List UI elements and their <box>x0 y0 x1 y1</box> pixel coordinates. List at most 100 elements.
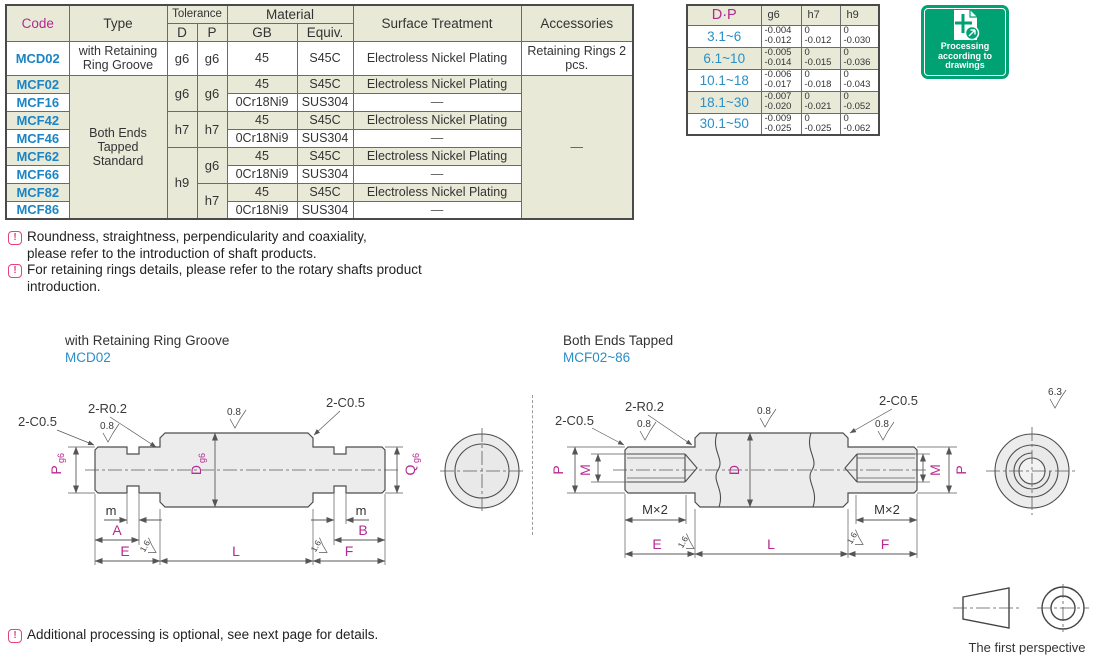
code-cell: MCD02 <box>5 40 70 76</box>
equiv-cell: S45C <box>296 110 354 130</box>
h9-cell: 0 -0.052 <box>839 90 880 114</box>
fillet-label: 2-R0.2 <box>625 399 664 414</box>
dim-d-label: D <box>726 465 742 475</box>
tapped-hole-left <box>627 453 698 483</box>
finish-0.8-label: 0.8 <box>637 419 651 430</box>
surface-cell: Electroless Nickel Plating <box>352 40 522 76</box>
note-icon: ! <box>8 629 22 643</box>
processing-badge: Processing according to drawings <box>921 5 1009 79</box>
header-g6: g6 <box>760 4 802 26</box>
dim-mx2-label: M×2 <box>642 502 668 517</box>
note-additional-processing: ! Additional processing is optional, see… <box>8 627 548 644</box>
dim-p-label: P <box>953 465 969 474</box>
equiv-cell: S45C <box>296 182 354 202</box>
diameter-dimensions: P M D M P <box>550 432 969 508</box>
code-cell: MCF42 <box>5 110 70 130</box>
shaft-end-view <box>440 428 524 514</box>
code-cell: MCF02 <box>5 74 70 94</box>
table-row: MCD02 with Retaining Ring Groove g6 g6 4… <box>5 40 634 76</box>
dim-b-label: B <box>358 522 367 538</box>
left-drawing-code: MCD02 <box>65 350 111 365</box>
table-row: 30.1~50 -0.009 -0.025 0 -0.025 0 -0.062 <box>686 112 880 136</box>
shaft-end-view <box>986 427 1078 515</box>
finish-6.3-mark: 6.3 <box>1048 387 1067 409</box>
table-row: 10.1~18 -0.006 -0.017 0 -0.018 0 -0.043 <box>686 68 880 92</box>
table-row: 18.1~30 -0.007 -0.020 0 -0.021 0 -0.052 <box>686 90 880 114</box>
gb-cell: 45 <box>226 40 298 76</box>
chamfer-label: 2-C0.5 <box>879 393 918 408</box>
table-header-row: D·P g6 h7 h9 <box>686 4 880 26</box>
code-cell: MCF16 <box>5 92 70 112</box>
g6-cell: -0.007 -0.020 <box>760 90 802 114</box>
surface-cell: — <box>352 200 522 220</box>
h7-cell: 0 -0.025 <box>800 112 841 136</box>
shaft-side-view <box>85 432 400 508</box>
table-row: MCF66 0Cr18Ni9 SUS304 — <box>5 164 633 184</box>
surface-cell: Electroless Nickel Plating <box>352 110 522 130</box>
shaft-side-view <box>613 432 929 508</box>
gb-cell: 45 <box>226 110 298 130</box>
table-row: MCF86 0Cr18Ni9 SUS304 — <box>5 200 633 220</box>
range-cell: 3.1~6 <box>686 24 762 48</box>
diameter-dimensions: P g6 D g6 Q g6 <box>48 432 421 508</box>
range-cell: 30.1~50 <box>686 112 762 136</box>
tolerance-p-cell: h7 <box>196 182 228 220</box>
gb-cell: 0Cr18Ni9 <box>226 200 298 220</box>
spec-table: Code Type Tolerance Material Surface Tre… <box>5 4 634 220</box>
equiv-cell: S45C <box>296 74 354 94</box>
range-cell: 18.1~30 <box>686 90 762 114</box>
drawing-document-icon <box>954 10 980 41</box>
header-type: Type <box>68 4 168 42</box>
right-technical-drawing: 2-C0.5 2-R0.2 2-C0.5 0.8 0.8 0.8 1.6 <box>550 387 1078 558</box>
gb-cell: 45 <box>226 182 298 202</box>
dim-d-fit: g6 <box>197 453 207 463</box>
surface-cell: Electroless Nickel Plating <box>352 182 522 202</box>
header-material: Material <box>226 4 354 24</box>
dim-q-fit: g6 <box>411 453 421 463</box>
length-dimensions: m m A B E L F <box>94 494 386 565</box>
chamfer-label: 2-C0.5 <box>18 414 57 429</box>
processing-badge-inner: Processing according to drawings <box>924 8 1006 76</box>
tolerance-d-cell: h9 <box>166 146 198 220</box>
header-surface-treatment: Surface Treatment <box>352 4 522 42</box>
dim-a-label: A <box>112 522 122 538</box>
surface-cell: — <box>352 164 522 184</box>
left-drawing-title-text: with Retaining Ring Groove <box>65 333 230 348</box>
finish-0.8-label: 0.8 <box>100 421 114 432</box>
equiv-cell: SUS304 <box>296 164 354 184</box>
header-accessories: Accessories <box>520 4 634 42</box>
fillet-label: 2-R0.2 <box>88 401 127 416</box>
header-h9: h9 <box>839 4 880 26</box>
code-cell: MCF86 <box>5 200 70 220</box>
dim-e-label: E <box>652 536 661 552</box>
g6-cell: -0.004 -0.012 <box>760 24 802 48</box>
type-cell: with Retaining Ring Groove <box>68 40 168 76</box>
tolerance-d-cell: g6 <box>166 40 198 76</box>
chamfer-label: 2-C0.5 <box>326 395 365 410</box>
code-cell: MCF62 <box>5 146 70 166</box>
surface-cell: Electroless Nickel Plating <box>352 74 522 94</box>
h7-cell: 0 -0.012 <box>800 24 841 48</box>
accessories-cell: Retaining Rings 2 pcs. <box>520 40 634 76</box>
g6-cell: -0.005 -0.014 <box>760 46 802 70</box>
note-retaining-rings: ! For retaining rings details, please re… <box>8 262 436 295</box>
table-row: 3.1~6 -0.004 -0.012 0 -0.012 0 -0.030 <box>686 24 880 48</box>
tolerance-d-cell: h7 <box>166 110 198 148</box>
h9-cell: 0 -0.043 <box>839 68 880 92</box>
leader-annotations: 2-C0.5 2-R0.2 2-C0.5 <box>555 393 918 446</box>
equiv-cell: SUS304 <box>296 200 354 220</box>
dim-m-label: M <box>927 464 943 476</box>
gb-cell: 0Cr18Ni9 <box>226 164 298 184</box>
projection-cone-view <box>953 587 1019 629</box>
note-text: Additional processing is optional, see n… <box>27 627 379 642</box>
finish-0.8-label: 0.8 <box>875 419 889 430</box>
h7-cell: 0 -0.021 <box>800 90 841 114</box>
note-icon: ! <box>8 264 22 278</box>
note-roundness: ! Roundness, straightness, perpendicular… <box>8 229 400 262</box>
table-row: 6.1~10 -0.005 -0.014 0 -0.015 0 -0.036 <box>686 46 880 70</box>
dim-f-label: F <box>345 543 354 559</box>
tolerance-p-cell: h7 <box>196 110 228 148</box>
header-tolerance-d: D <box>166 22 198 42</box>
table-row: MCF02 Both Ends Tapped Standard g6 g6 45… <box>5 74 634 220</box>
